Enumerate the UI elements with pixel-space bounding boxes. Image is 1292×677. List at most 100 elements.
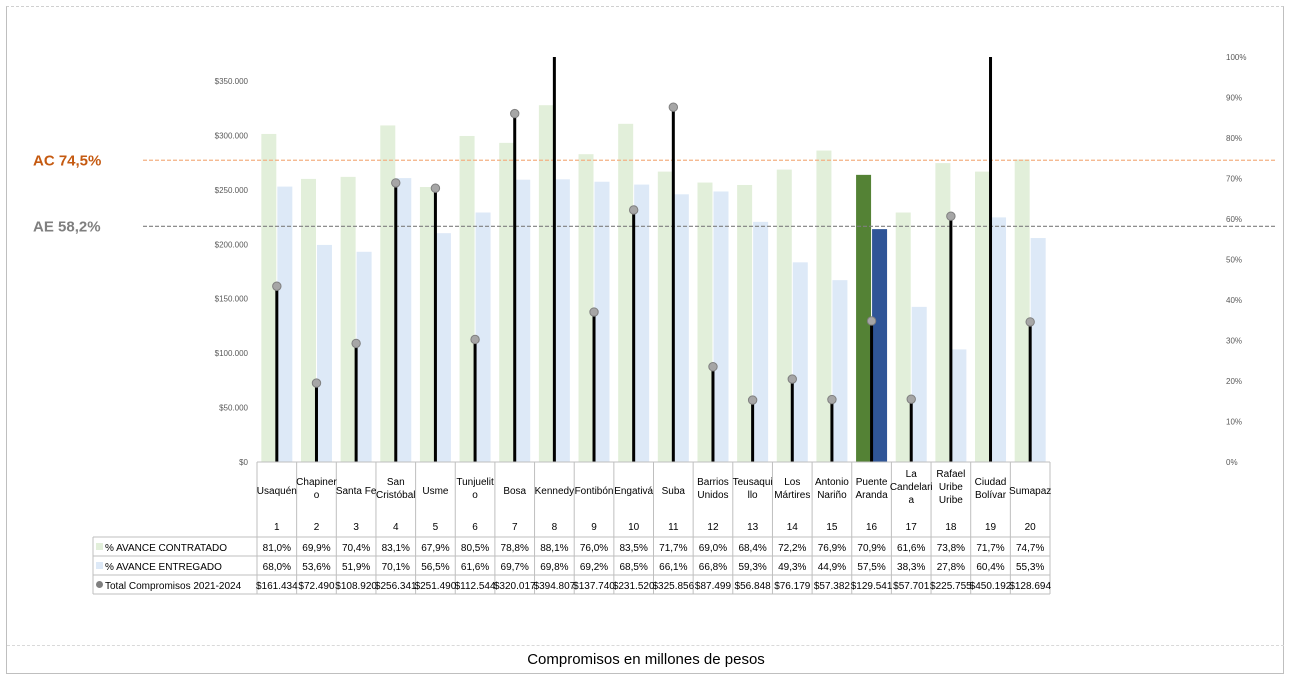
category-label: Suba bbox=[662, 486, 686, 497]
category-label: Antonio bbox=[815, 477, 849, 488]
category-label: San bbox=[387, 477, 405, 488]
left-axis-tick-label: $100.000 bbox=[215, 349, 249, 358]
bar-avance-entregado bbox=[792, 262, 808, 462]
bar-avance-entregado bbox=[435, 233, 451, 462]
legend-series-name: % AVANCE CONTRATADO bbox=[105, 543, 227, 554]
bar-avance-contratado bbox=[459, 135, 475, 462]
total-compromisos-marker bbox=[311, 378, 322, 388]
category-label: Cristóbal bbox=[376, 490, 415, 501]
category-number: 19 bbox=[985, 522, 997, 533]
left-axis-tick-label: $150.000 bbox=[215, 295, 249, 304]
bar-avance-entregado bbox=[911, 306, 927, 462]
total-compromisos-marker bbox=[946, 211, 956, 221]
table-cell-value: 59,3% bbox=[738, 562, 766, 573]
category-label: Engativá bbox=[614, 486, 653, 497]
table-cell-value: 57,5% bbox=[857, 562, 885, 573]
category-label: Kennedy bbox=[535, 486, 574, 497]
bar-avance-entregado bbox=[1030, 238, 1046, 462]
bar-avance-entregado bbox=[673, 194, 689, 463]
table-cell-value: 78,8% bbox=[501, 543, 529, 554]
bar-avance-contratado bbox=[737, 184, 753, 463]
table-cell-value: 70,4% bbox=[342, 543, 370, 554]
left-axis-tick-label: $0 bbox=[239, 458, 248, 467]
bar-avance-entregado bbox=[634, 184, 650, 462]
total-compromisos-marker bbox=[747, 395, 758, 405]
table-cell-value: 71,7% bbox=[659, 543, 687, 554]
table-cell-value: 44,9% bbox=[818, 562, 846, 573]
category-label: Uribe bbox=[939, 495, 963, 506]
category-number: 1 bbox=[274, 522, 280, 533]
category-label: Puente bbox=[856, 477, 888, 488]
chart-frame bbox=[6, 6, 1284, 674]
category-label: Santa Fe bbox=[336, 486, 377, 497]
category-number: 13 bbox=[747, 522, 759, 533]
bar-avance-contratado bbox=[380, 125, 396, 462]
table-cell-value: 66,1% bbox=[659, 562, 687, 573]
table-cell-value: 61,6% bbox=[461, 562, 489, 573]
table-cell-value: $108.920 bbox=[335, 581, 377, 592]
bar-avance-entregado bbox=[991, 217, 1007, 462]
bar-avance-contratado bbox=[776, 169, 792, 462]
table-cell-value: 27,8% bbox=[937, 562, 965, 573]
category-label: o bbox=[472, 490, 478, 501]
category-number: 2 bbox=[314, 522, 320, 533]
category-label: Chapiner bbox=[296, 477, 337, 488]
category-number: 5 bbox=[433, 522, 439, 533]
table-cell-value: 83,5% bbox=[619, 543, 647, 554]
table-cell-value: 69,7% bbox=[501, 562, 529, 573]
bar-avance-contratado bbox=[538, 105, 554, 462]
bar-avance-contratado bbox=[261, 133, 277, 462]
table-cell-value: $320.017 bbox=[494, 581, 536, 592]
category-label: Tunjuelit bbox=[456, 477, 494, 488]
total-compromisos-marker bbox=[668, 102, 679, 112]
category-number: 6 bbox=[472, 522, 478, 533]
right-axis-tick-label: 30% bbox=[1226, 337, 1242, 346]
bar-avance-entregado bbox=[872, 229, 888, 462]
bar-avance-contratado bbox=[816, 150, 832, 462]
category-label: Aranda bbox=[855, 490, 888, 501]
category-label: a bbox=[908, 495, 914, 506]
category-label: Rafael bbox=[936, 469, 965, 480]
table-cell-value: 74,7% bbox=[1016, 543, 1044, 554]
table-cell-value: 53,6% bbox=[302, 562, 330, 573]
table-cell-value: 68,4% bbox=[738, 543, 766, 554]
table-cell-value: 80,5% bbox=[461, 543, 489, 554]
category-number: 16 bbox=[866, 522, 878, 533]
caption-divider bbox=[7, 645, 1284, 646]
table-cell-value: 55,3% bbox=[1016, 562, 1044, 573]
table-cell-value: 76,0% bbox=[580, 543, 608, 554]
right-axis-tick-label: 50% bbox=[1226, 256, 1242, 265]
table-cell-value: $231.520 bbox=[613, 581, 655, 592]
category-label: Uribe bbox=[939, 482, 963, 493]
table-cell-value: 76,9% bbox=[818, 543, 846, 554]
total-compromisos-marker bbox=[510, 108, 520, 119]
table-cell-value: 69,8% bbox=[540, 562, 568, 573]
table-cell-value: $112.544 bbox=[455, 581, 496, 592]
category-label: Barrios bbox=[697, 477, 729, 488]
category-number: 3 bbox=[353, 522, 359, 533]
table-cell-value: 56,5% bbox=[421, 562, 449, 573]
table-cell-value: $56.848 bbox=[735, 581, 772, 592]
table-cell-value: $394.807 bbox=[534, 581, 576, 592]
left-axis-tick-label: $300.000 bbox=[215, 131, 249, 140]
total-compromisos-marker bbox=[787, 374, 797, 384]
category-label: Ciudad bbox=[975, 477, 1007, 488]
bar-avance-entregado bbox=[594, 181, 610, 463]
bar-avance-contratado bbox=[300, 178, 316, 462]
right-axis-tick-label: 60% bbox=[1226, 215, 1242, 224]
table-cell-value: $87.499 bbox=[695, 581, 732, 592]
table-cell-value: 68,5% bbox=[619, 562, 647, 573]
table-cell-value: $450.192 bbox=[970, 581, 1012, 592]
right-axis-tick-label: 80% bbox=[1226, 134, 1242, 143]
legend-series-name: % AVANCE ENTREGADO bbox=[105, 562, 222, 573]
table-cell-value: $256.341 bbox=[375, 581, 417, 592]
table-cell-value: 66,8% bbox=[699, 562, 727, 573]
bar-avance-entregado bbox=[356, 251, 372, 462]
table-cell-value: 49,3% bbox=[778, 562, 806, 573]
table-cell-value: 61,6% bbox=[897, 543, 925, 554]
bar-avance-entregado bbox=[832, 280, 848, 462]
right-axis-tick-label: 20% bbox=[1226, 377, 1242, 386]
bar-avance-entregado bbox=[753, 221, 769, 462]
bar-avance-contratado bbox=[1014, 159, 1030, 462]
category-number: 17 bbox=[906, 522, 918, 533]
